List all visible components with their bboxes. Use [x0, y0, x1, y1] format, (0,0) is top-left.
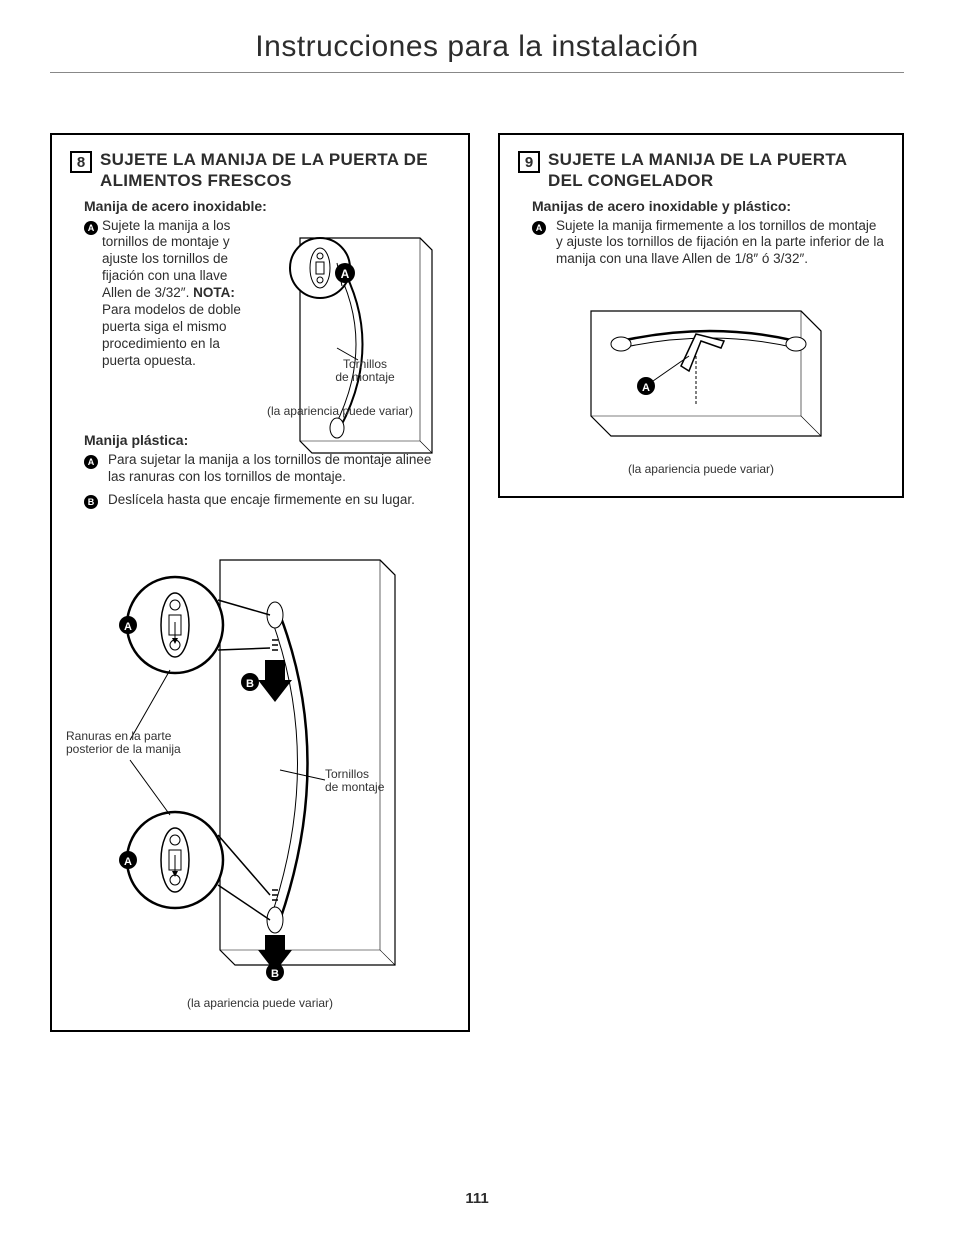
columns: 8 SUJETE LA MANIJA DE LA PUERTA DE ALIME… — [50, 133, 904, 1032]
step-8-head: 8 SUJETE LA MANIJA DE LA PUERTA DE ALIME… — [70, 149, 450, 192]
right-bullet-a: A — [532, 221, 546, 235]
steel-nota: NOTA: — [193, 285, 235, 300]
page-title: Instrucciones para la instalación — [50, 30, 904, 73]
right-heading: Manijas de acero inoxidable y plástico: — [532, 198, 884, 214]
plastic-text-b: Deslícela hasta que encaje firmemente en… — [108, 492, 415, 510]
plastic-bullet-a: A — [84, 455, 98, 469]
steel-door-svg: A — [250, 218, 450, 468]
svg-text:B: B — [246, 678, 254, 690]
svg-text:B: B — [271, 968, 279, 980]
plastic-door-svg: A A B B — [70, 530, 450, 990]
svg-text:A: A — [124, 621, 132, 633]
plastic-row-a: A Para sujetar la manija a los tornillos… — [84, 452, 450, 486]
freezer-caption: (la apariencia puede variar) — [551, 462, 851, 476]
steel-text-post: Para modelos de doble puerta siga el mis… — [102, 302, 241, 368]
right-column: 9 SUJETE LA MANIJA DE LA PUERTA DEL CONG… — [498, 133, 904, 1032]
steel-bullet-a: A — [84, 221, 98, 235]
plastic-figure: A A B B Ranuras en la parte posterior de… — [70, 530, 450, 1010]
step-9-number: 9 — [518, 151, 540, 173]
step-9-head: 9 SUJETE LA MANIJA DE LA PUERTA DEL CONG… — [518, 149, 884, 192]
plastic-side-label: Ranuras en la parte posterior de la mani… — [66, 730, 196, 756]
plastic-text-a: Para sujetar la manija a los tornillos d… — [108, 452, 450, 486]
plastic-row-b: B Deslícela hasta que encaje firmemente … — [84, 492, 450, 510]
svg-text:A: A — [642, 382, 650, 394]
steel-text: Sujete la manija a los tornillos de mont… — [102, 218, 244, 370]
right-text: Sujete la manija firmemente a los tornil… — [556, 218, 884, 269]
step-9-title: SUJETE LA MANIJA DE LA PUERTA DEL CONGEL… — [548, 149, 884, 192]
step-8-number: 8 — [70, 151, 92, 173]
svg-text:A: A — [341, 267, 350, 281]
freezer-figure: A (la apariencia puede variar) — [551, 286, 851, 476]
right-row: A Sujete la manija firmemente a los torn… — [532, 218, 884, 269]
left-column: 8 SUJETE LA MANIJA DE LA PUERTA DE ALIME… — [50, 133, 470, 1032]
freezer-svg: A — [551, 286, 851, 456]
step-8-title: SUJETE LA MANIJA DE LA PUERTA DE ALIMENT… — [100, 149, 450, 192]
svg-text:A: A — [124, 856, 132, 868]
step-8-box: 8 SUJETE LA MANIJA DE LA PUERTA DE ALIME… — [50, 133, 470, 1032]
steel-heading: Manija de acero inoxidable: — [84, 198, 450, 214]
steel-fig-label: Tornillos de montaje — [330, 358, 400, 384]
plastic-bullet-b: B — [84, 495, 98, 509]
step-9-box: 9 SUJETE LA MANIJA DE LA PUERTA DEL CONG… — [498, 133, 904, 498]
page-number: 111 — [0, 1190, 954, 1207]
plastic-caption: (la apariencia puede variar) — [70, 996, 450, 1010]
plastic-screw-label: Tornillos de montaje — [325, 768, 405, 794]
